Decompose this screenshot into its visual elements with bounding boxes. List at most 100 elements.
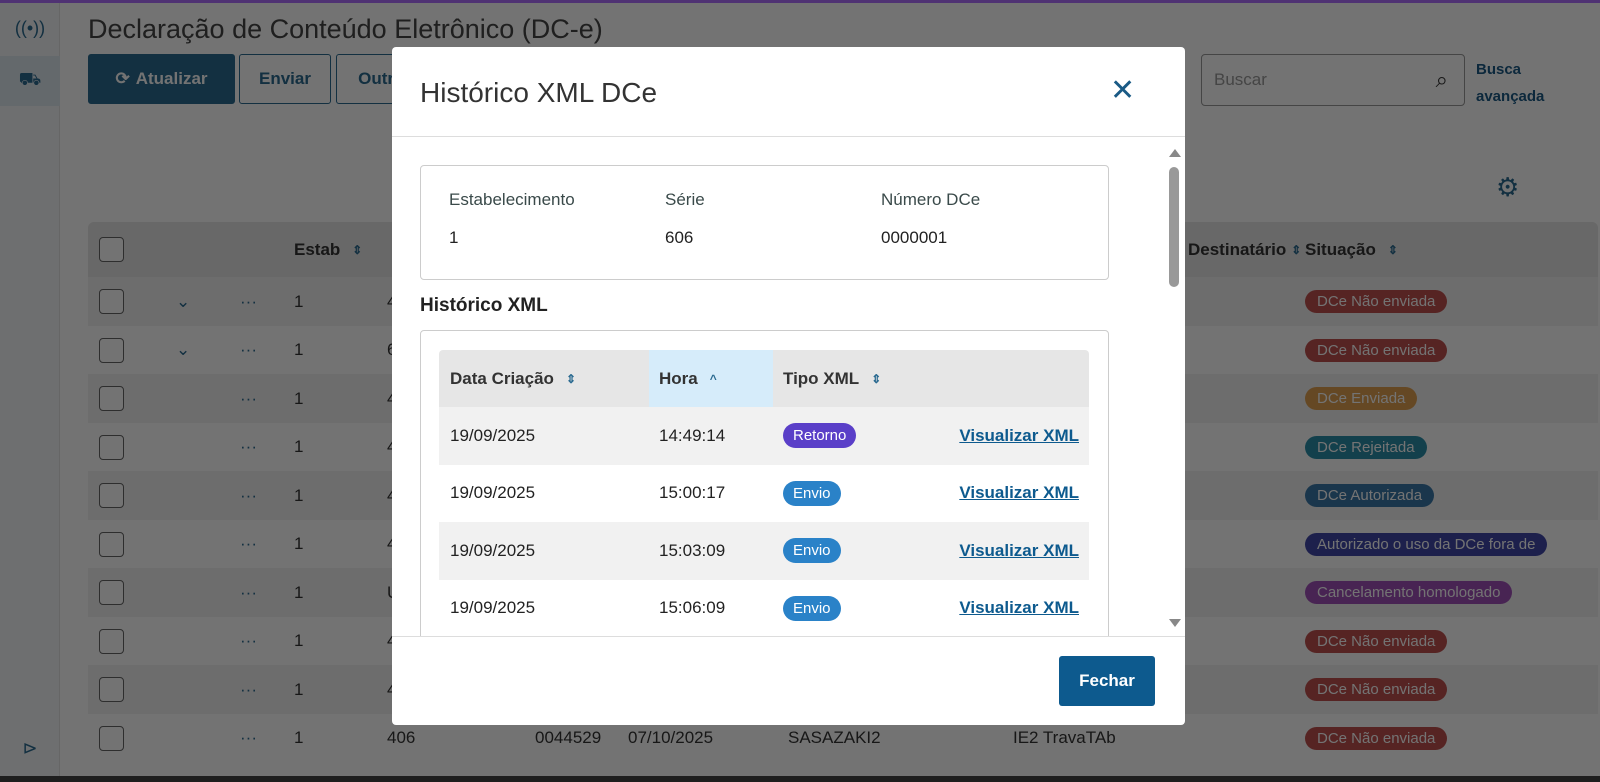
column-data-criacao[interactable]: Data Criação ⇕ xyxy=(450,350,576,407)
data-cell: 07/10/2025 xyxy=(628,728,714,747)
more-options-icon[interactable]: ··· xyxy=(240,340,257,359)
estab-cell: 1 xyxy=(294,340,304,359)
dce-info-card: Estabelecimento 1 Série 606 Número DCe 0… xyxy=(420,165,1109,280)
estab-cell: 1 xyxy=(294,534,304,553)
view-xml-link[interactable]: Visualizar XML xyxy=(959,425,1079,445)
sort-icon[interactable]: ⇕ xyxy=(1291,242,1302,257)
history-table-header: Data Criação ⇕ Hora ^ Tipo XML ⇕ xyxy=(439,350,1089,407)
column-destinatario-label: Destinatário xyxy=(1188,239,1287,259)
more-options-icon[interactable]: ··· xyxy=(240,631,257,650)
sort-icon[interactable]: ⇕ xyxy=(871,371,882,386)
table-row[interactable]: ⌄ ··· 1 6 DCe Não enviada xyxy=(88,326,1598,375)
view-xml-link[interactable]: Visualizar XML xyxy=(959,540,1079,560)
row-checkbox[interactable] xyxy=(99,337,124,363)
more-options-icon[interactable]: ··· xyxy=(240,679,257,699)
scroll-up-arrow-icon[interactable] xyxy=(1169,149,1181,157)
more-options-icon[interactable]: ··· xyxy=(240,728,257,747)
chevron-down-icon[interactable]: ⌄ xyxy=(176,340,191,359)
estab-cell: 1 xyxy=(294,437,304,456)
estab-cell: 1 xyxy=(294,291,304,311)
history-row: 19/09/2025 15:06:09 Envio Visualizar XML xyxy=(439,580,1089,637)
row-checkbox[interactable] xyxy=(99,386,124,411)
gear-icon[interactable]: ⚙ xyxy=(1496,172,1520,202)
column-estab[interactable]: Estab ⇕ xyxy=(294,222,362,277)
expand-sidebar-icon[interactable]: ⊳ xyxy=(22,737,38,758)
estab-cell: 1 xyxy=(294,728,304,747)
estab-cell: 1 xyxy=(294,582,304,602)
column-tipo-xml[interactable]: Tipo XML ⇕ xyxy=(773,350,881,407)
row-checkbox[interactable] xyxy=(99,289,124,314)
history-table: Data Criação ⇕ Hora ^ Tipo XML ⇕ 19/09/2025… xyxy=(439,350,1089,636)
hora-cell: 15:06:09 xyxy=(659,598,726,618)
dialog-scrollbar[interactable] xyxy=(1168,137,1182,636)
search-input[interactable]: Buscar ⌕ xyxy=(1201,54,1465,106)
scroll-down-arrow-icon[interactable] xyxy=(1169,619,1181,627)
row-checkbox[interactable] xyxy=(99,531,124,557)
history-row: 19/09/2025 15:03:09 Envio Visualizar XML xyxy=(439,522,1089,580)
sort-icon[interactable]: ⇕ xyxy=(565,371,576,386)
more-options-icon[interactable]: ··· xyxy=(240,388,257,408)
more-options-icon[interactable]: ··· xyxy=(240,534,257,553)
row-checkbox[interactable] xyxy=(99,580,124,605)
column-hora[interactable]: Hora ^ xyxy=(649,350,773,407)
estabelecimento-label: Estabelecimento xyxy=(449,190,575,209)
column-destinatario[interactable]: Destinatário ⇕ xyxy=(1188,222,1301,277)
view-xml-link[interactable]: Visualizar XML xyxy=(959,483,1079,503)
sort-icon[interactable]: ⇕ xyxy=(1387,242,1398,257)
serie-cell: 6 xyxy=(387,326,396,375)
sidebar: ((•)) ⛟ ⊳ xyxy=(0,3,60,776)
emitente-cell: SASAZAKI2 xyxy=(788,728,881,747)
advanced-search-line2: avançada xyxy=(1476,88,1545,105)
sort-icon[interactable]: ⇕ xyxy=(352,242,363,257)
status-badge: DCe Não enviada xyxy=(1305,290,1448,313)
column-situacao[interactable]: Situação ⇕ xyxy=(1305,222,1398,277)
row-checkbox[interactable] xyxy=(99,434,124,460)
more-options-icon[interactable]: ··· xyxy=(240,485,257,505)
serie-value: 606 xyxy=(665,228,694,247)
data-criacao-cell: 19/09/2025 xyxy=(450,540,536,560)
sort-ascending-icon[interactable]: ^ xyxy=(709,371,717,386)
history-row: 19/09/2025 14:49:14 Retorno Visualizar X… xyxy=(439,407,1089,465)
search-placeholder: Buscar xyxy=(1214,70,1267,89)
table-row[interactable]: ··· 1 406 0044529 07/10/2025 SASAZAKI2 IE… xyxy=(88,714,1598,763)
search-icon[interactable]: ⌕ xyxy=(1435,67,1448,92)
hora-cell: 14:49:14 xyxy=(659,425,726,445)
more-options-icon[interactable]: ··· xyxy=(240,582,257,602)
tipo-xml-badge: Retorno xyxy=(783,423,857,449)
column-tipo-label: Tipo XML xyxy=(783,368,860,388)
serie-cell: 4 xyxy=(387,471,396,520)
row-checkbox[interactable] xyxy=(99,483,124,508)
page-title: Declaração de Conteúdo Eletrônico (DC-e) xyxy=(88,14,603,44)
row-checkbox[interactable] xyxy=(99,677,124,702)
advanced-search-link[interactable]: Busca avançada xyxy=(1476,56,1544,110)
estab-cell: 1 xyxy=(294,631,304,650)
send-button[interactable]: Enviar xyxy=(239,54,331,104)
more-options-icon[interactable]: ··· xyxy=(240,291,257,311)
estab-cell: 1 xyxy=(294,485,304,505)
refresh-button[interactable]: ⟳ Atualizar xyxy=(88,54,235,104)
tipo-xml-badge: Envio xyxy=(783,595,841,621)
destinatario-cell: IE2 TravaTAb xyxy=(1013,728,1116,747)
scrollbar-thumb[interactable] xyxy=(1169,167,1179,287)
close-button[interactable]: Fechar xyxy=(1059,656,1155,706)
table-row[interactable]: ··· 1 4 Autorizado o uso da DCe fora de xyxy=(88,520,1598,569)
more-options-icon[interactable]: ··· xyxy=(240,437,257,456)
broadcast-icon[interactable]: ((•)) xyxy=(14,17,46,38)
table-row[interactable]: ··· 1 4 DCe Não enviada xyxy=(88,617,1598,666)
serie-cell: 4 xyxy=(387,277,396,326)
table-row[interactable]: ··· 1 4 DCe Rejeitada xyxy=(88,423,1598,472)
row-checkbox[interactable] xyxy=(99,628,124,654)
estab-cell: 1 xyxy=(294,679,304,699)
truck-icon[interactable]: ⛟ xyxy=(0,56,60,106)
dialog-title: Histórico XML DCe xyxy=(420,77,658,108)
row-checkbox[interactable] xyxy=(99,725,124,751)
history-section-title: Histórico XML xyxy=(420,295,548,316)
chevron-down-icon[interactable]: ⌄ xyxy=(176,291,191,311)
refresh-label: Atualizar xyxy=(135,69,208,88)
view-xml-link[interactable]: Visualizar XML xyxy=(959,598,1079,618)
select-all-checkbox[interactable] xyxy=(99,237,124,262)
status-badge: DCe Não enviada xyxy=(1305,678,1448,701)
close-icon[interactable]: ✕ xyxy=(1110,74,1136,107)
data-criacao-cell: 19/09/2025 xyxy=(450,425,536,445)
serie-cell: 406 xyxy=(387,728,416,747)
